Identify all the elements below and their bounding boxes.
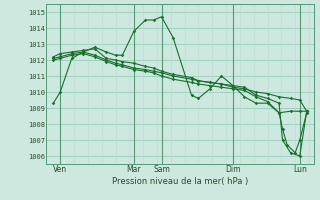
X-axis label: Pression niveau de la mer( hPa ): Pression niveau de la mer( hPa ) [112,177,248,186]
